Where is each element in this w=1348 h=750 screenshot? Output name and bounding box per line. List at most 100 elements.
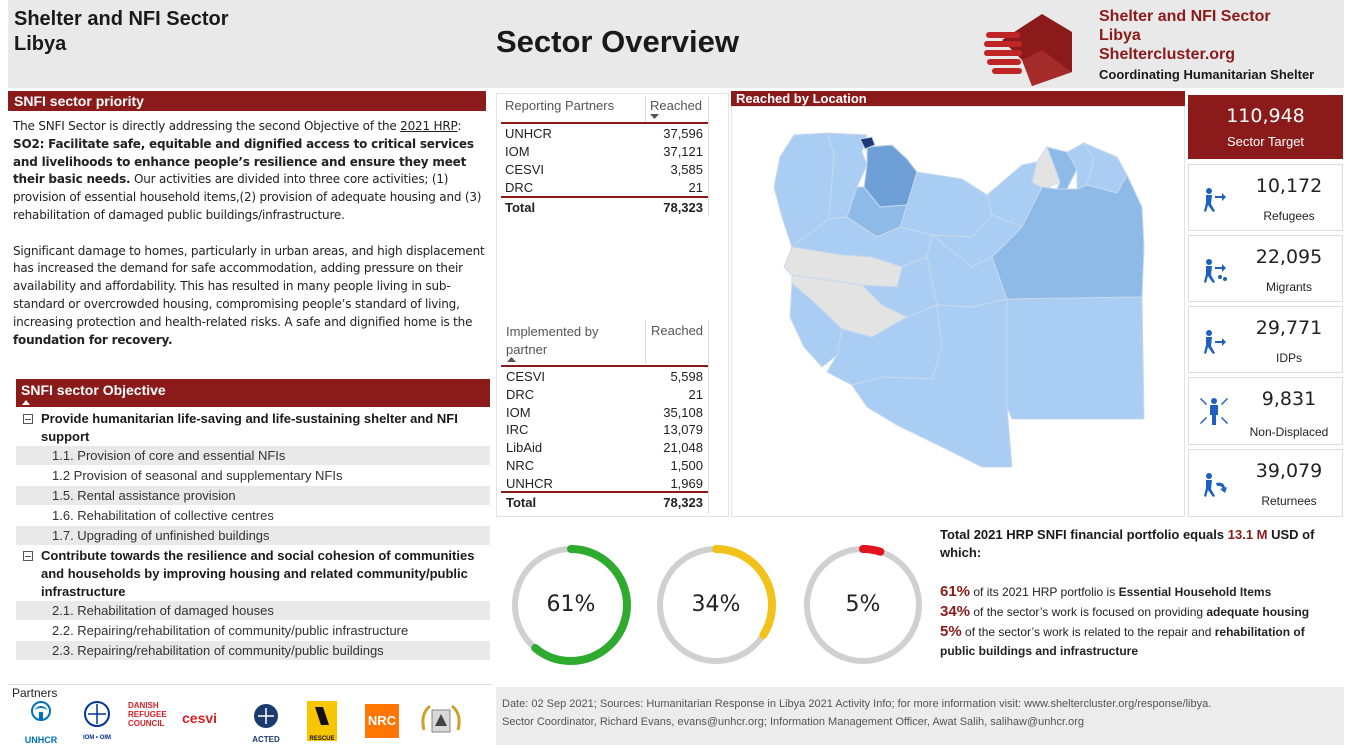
financial-bold: adequate housing [1206,605,1310,619]
map-region [789,281,843,368]
footer-note-line1: Date: 02 Sep 2021; Sources: Humanitarian… [502,698,1212,710]
kpi-card-non-displaced: 9,831 Non-Displaced [1188,377,1343,445]
table-total-label: Total [506,495,537,510]
objective-title-text: SNFI sector Objective [21,382,166,398]
objective-group-2-heading[interactable]: Contribute towards the resilience and so… [20,547,490,601]
donut-value: 61% [546,592,596,617]
table-header-line [501,365,708,367]
objective-item[interactable]: 1.1. Provision of core and essential NFI… [16,446,490,465]
partners-strip [8,684,492,746]
kpi-label: Migrants [1265,280,1312,294]
header-bar [8,0,1344,88]
financial-head-a: Total 2021 HRP SNFI financial portfolio … [940,527,1228,542]
priority-p1-b: : [457,119,462,133]
col-implemented-line1: Implemented by [506,324,599,339]
table-right-border [708,96,709,216]
donut-chart [803,545,923,665]
libaid-logo [421,704,461,733]
financial-pct: 34% [940,603,971,620]
table-cell-value: 37,596 [663,126,703,141]
col-reporting-partners[interactable]: Reporting Partners [505,98,615,113]
map-region [899,171,993,238]
table-cell-value: 5,598 [670,369,703,384]
table-right-border [708,320,709,514]
donut-value: 34% [691,592,741,617]
footer-note: Date: 02 Sep 2021; Sources: Humanitarian… [496,687,1344,745]
table-cell-name: LibAid [506,440,543,455]
financial-pct: 5% [940,623,962,640]
financial-heading: Total 2021 HRP SNFI financial portfolio … [940,526,1340,562]
financial-text: of the sector’s work is focused on provi… [970,605,1207,619]
kpi-value: 29,771 [1255,317,1323,339]
objective-group-1-heading[interactable]: Provide humanitarian life-saving and lif… [20,410,490,446]
refugee-icon [1204,188,1226,212]
table-header-line [501,122,708,124]
table-cell-name: DRC [505,180,534,195]
brand-website-link[interactable]: Sheltercluster.org [1099,46,1236,63]
col-reached[interactable]: Reached [651,323,704,338]
collapse-icon[interactable] [23,414,33,424]
donut-chart [656,545,776,665]
collapse-icon[interactable] [23,551,33,561]
objective-item[interactable]: 2.3. Repairing/rehabilitation of communi… [16,641,490,660]
objective-section-title[interactable]: SNFI sector Objective [16,379,490,407]
col-implemented-by[interactable]: Implemented by partner [506,323,599,359]
priority-p2-a: Significant damage to homes, particularl… [13,243,485,329]
libya-map[interactable] [732,107,1184,516]
sector-target-label: Sector Target [1226,134,1305,149]
partner-name: DANISH REFUGEE COUNCIL [128,701,167,728]
irc-logo: RESCUE [307,701,337,742]
donut-arc [511,545,631,665]
kpi-card-migrants: 22,095 Migrants [1188,235,1343,302]
kpi-label: Non-Displaced [1249,425,1329,439]
kpi-value: 22,095 [1255,246,1323,268]
objective-item[interactable]: 1.7. Upgrading of unfinished buildings [16,526,490,545]
objective-item[interactable]: 1.5. Rental assistance provision [16,486,490,505]
page-title: Sector Overview [496,24,739,59]
donut-chart [511,545,631,665]
kpi-card-idps: 29,771 IDPs [1188,306,1343,373]
col-reached[interactable]: Reached [650,98,703,113]
acted-logo: ACTED [250,702,282,744]
financial-line: 34% of the sector’s work is focused on p… [940,602,1340,622]
partner-name: NRC [367,713,397,728]
partner-name: RESCUE [309,736,335,742]
financial-text: of the sector’s work is related to the r… [961,625,1215,639]
kpi-value: 10,172 [1255,175,1323,197]
col-implemented-line2: partner [506,342,548,357]
objective-item[interactable]: 1.6. Rehabilitation of collective centre… [52,508,274,523]
objective-group-1-text: Provide humanitarian life-saving and lif… [41,411,458,444]
column-divider [645,96,646,122]
sort-down-icon [650,114,659,119]
kpi-label: IDPs [1275,351,1302,365]
table-cell-name: IRC [506,422,529,437]
table-total-label: Total [505,200,536,215]
table-cell-name: CESVI [506,369,546,384]
table-cell-name: IOM [506,405,531,420]
objective-item[interactable]: 2.2. Repairing/rehabilitation of communi… [52,623,409,638]
hrp-link[interactable]: 2021 HRP [400,119,458,133]
map-panel [731,106,1185,517]
migrant-icon [1204,259,1227,283]
priority-text: The SNFI Sector is directly addressing t… [13,118,488,349]
priority-p2-bold: foundation for recovery. [13,332,173,347]
column-divider [645,320,646,364]
kpi-card-returnees: 39,079 Returnees [1188,449,1343,517]
sort-up-icon [22,400,30,405]
table-cell-name: UNHCR [505,126,552,141]
returnee-icon [1204,473,1227,497]
objective-item[interactable]: 2.1. Rehabilitation of damaged houses [16,601,490,620]
donut-arc [803,545,923,665]
cesvi-logo: cesvi [182,710,238,732]
partner-tables-panel [496,93,729,517]
table-cell-value: 21 [688,387,703,402]
table-cell-value: 21 [688,180,703,195]
table-total-value: 78,323 [663,495,703,510]
partner-name: cesvi [182,710,218,726]
table-cell-name: CESVI [505,162,545,177]
sector-target-card: 110,948 Sector Target [1188,95,1343,159]
objective-item[interactable]: 1.2 Provision of seasonal and supplement… [52,468,343,483]
header-left-title: Shelter and NFI Sector Libya [14,7,229,57]
financial-bold: Essential Household Items [1118,585,1272,599]
table-cell-name: UNHCR [506,476,553,491]
